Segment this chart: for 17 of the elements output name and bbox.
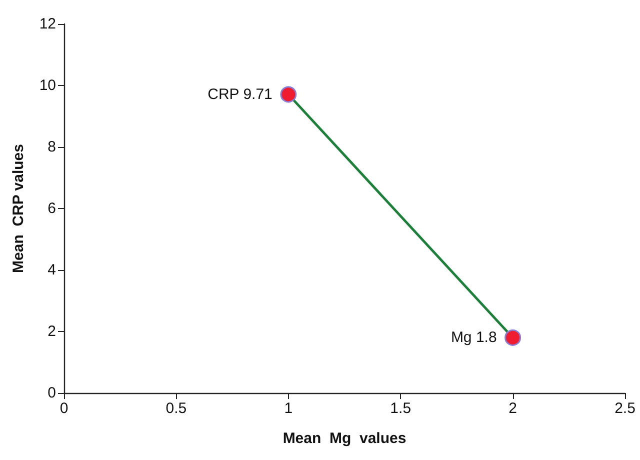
x-tick-label: 1.5 — [390, 400, 412, 417]
x-tick-label: 2 — [508, 400, 517, 417]
y-tick-label: 10 — [39, 77, 56, 94]
y-tick-label: 2 — [48, 323, 56, 340]
annotation: Mg 1.8 — [450, 329, 497, 346]
y-tick-label: 0 — [48, 384, 56, 402]
y-tick-label: 12 — [39, 16, 56, 32]
y-tick-label: 6 — [48, 200, 56, 217]
x-axis-title: Mean Mg values — [282, 430, 406, 447]
x-tick-label: 0.5 — [166, 400, 187, 417]
y-axis-title: Mean CRP values — [10, 144, 27, 273]
annotation: CRP 9.71 — [208, 86, 272, 103]
x-tick-label: 0 — [60, 400, 68, 417]
x-tick-label: 1 — [284, 400, 293, 417]
x-tick-label: 2.5 — [614, 400, 636, 417]
y-tick-label: 4 — [48, 262, 56, 278]
y-tick-label: 8 — [48, 138, 56, 156]
